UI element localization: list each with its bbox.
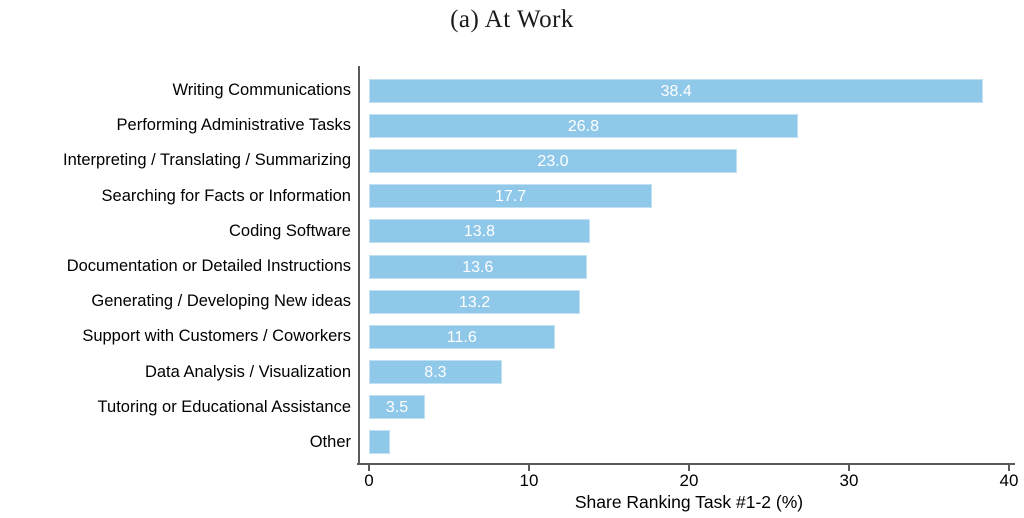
category-label: Coding Software	[229, 221, 351, 240]
category-label: Interpreting / Translating / Summarizing	[63, 151, 351, 170]
bar-track: 13.6	[369, 254, 1009, 279]
category-label: Documentation or Detailed Instructions	[66, 257, 351, 276]
bar-value-label: 13.6	[462, 258, 494, 276]
bar-track: 38.4	[369, 78, 1009, 103]
category-label: Support with Customers / Coworkers	[82, 327, 351, 346]
bar: 23.0	[369, 148, 737, 173]
x-tick-mark	[528, 464, 530, 471]
bar-track: 8.3	[369, 360, 1009, 385]
chart-row: Performing Administrative Tasks 26.8	[0, 108, 1024, 143]
bar-value-label: 17.7	[495, 188, 527, 206]
bar-value-label: 3.5	[385, 399, 409, 417]
category-label: Generating / Developing New ideas	[91, 292, 351, 311]
chart-row: Other	[0, 425, 1024, 460]
bar-track	[369, 430, 1009, 455]
category-label: Writing Communications	[172, 81, 351, 100]
bar-value-label: 8.3	[424, 364, 447, 382]
chart-row: Support with Customers / Coworkers 11.6	[0, 319, 1024, 354]
bar-value-label: 13.2	[459, 293, 491, 311]
bar-track: 13.2	[369, 289, 1009, 314]
bar-value-label	[370, 431, 389, 455]
bar: 8.3	[369, 360, 502, 385]
y-axis-line	[358, 66, 360, 464]
x-tick-label: 40	[999, 471, 1019, 490]
x-axis-title: Share Ranking Task #1-2 (%)	[574, 492, 804, 512]
bar: 17.7	[369, 184, 653, 209]
bar-value-label: 38.4	[660, 82, 692, 100]
x-tick-label: 30	[839, 471, 859, 490]
chart-row: Data Analysis / Visualization 8.3	[0, 355, 1024, 390]
x-tick-mark	[1008, 464, 1010, 471]
chart-row: Writing Communications 38.4	[0, 73, 1024, 108]
x-tick-mark	[688, 464, 690, 471]
bar: 13.2	[369, 289, 581, 314]
bar-track: 17.7	[369, 184, 1009, 209]
bar-track: 26.8	[369, 113, 1009, 138]
bar-rows: Writing Communications 38.4 Performing Adm…	[0, 73, 1024, 460]
bar-value-label: 26.8	[567, 117, 599, 135]
chart-row: Interpreting / Translating / Summarizing…	[0, 143, 1024, 178]
chart-row: Tutoring or Educational Assistance 3.5	[0, 390, 1024, 425]
bar: 38.4	[369, 78, 984, 103]
bar: 13.8	[369, 219, 590, 244]
bar-track: 3.5	[369, 395, 1009, 420]
category-label: Other	[309, 432, 351, 451]
chart-row: Generating / Developing New ideas 13.2	[0, 284, 1024, 319]
chart-row: Searching for Facts or Information 17.7	[0, 179, 1024, 214]
bar-value-label: 11.6	[446, 328, 477, 346]
x-tick-label: 10	[519, 471, 539, 490]
category-label: Searching for Facts or Information	[101, 186, 351, 205]
bar: 26.8	[369, 113, 798, 138]
chart-row: Documentation or Detailed Instructions 13…	[0, 249, 1024, 284]
bar: 11.6	[369, 324, 555, 349]
bar-track: 23.0	[369, 148, 1009, 173]
category-label: Data Analysis / Visualization	[144, 362, 351, 381]
x-tick-mark	[848, 464, 850, 471]
chart-title: (a) At Work	[450, 6, 574, 33]
bar	[369, 430, 390, 455]
x-tick-mark	[368, 464, 370, 471]
category-label: Tutoring or Educational Assistance	[97, 397, 351, 416]
bar: 3.5	[369, 395, 425, 420]
bar: 13.6	[369, 254, 587, 279]
bar-track: 13.8	[369, 219, 1009, 244]
chart-row: Coding Software 13.8	[0, 214, 1024, 249]
bar-value-label: 13.8	[463, 223, 495, 241]
x-axis-line	[357, 463, 1015, 465]
category-label: Performing Administrative Tasks	[116, 116, 351, 135]
bar-track: 11.6	[369, 324, 1009, 349]
x-tick-label: 0	[364, 471, 374, 490]
bar-value-label: 23.0	[537, 152, 569, 170]
x-tick-label: 20	[679, 471, 699, 490]
